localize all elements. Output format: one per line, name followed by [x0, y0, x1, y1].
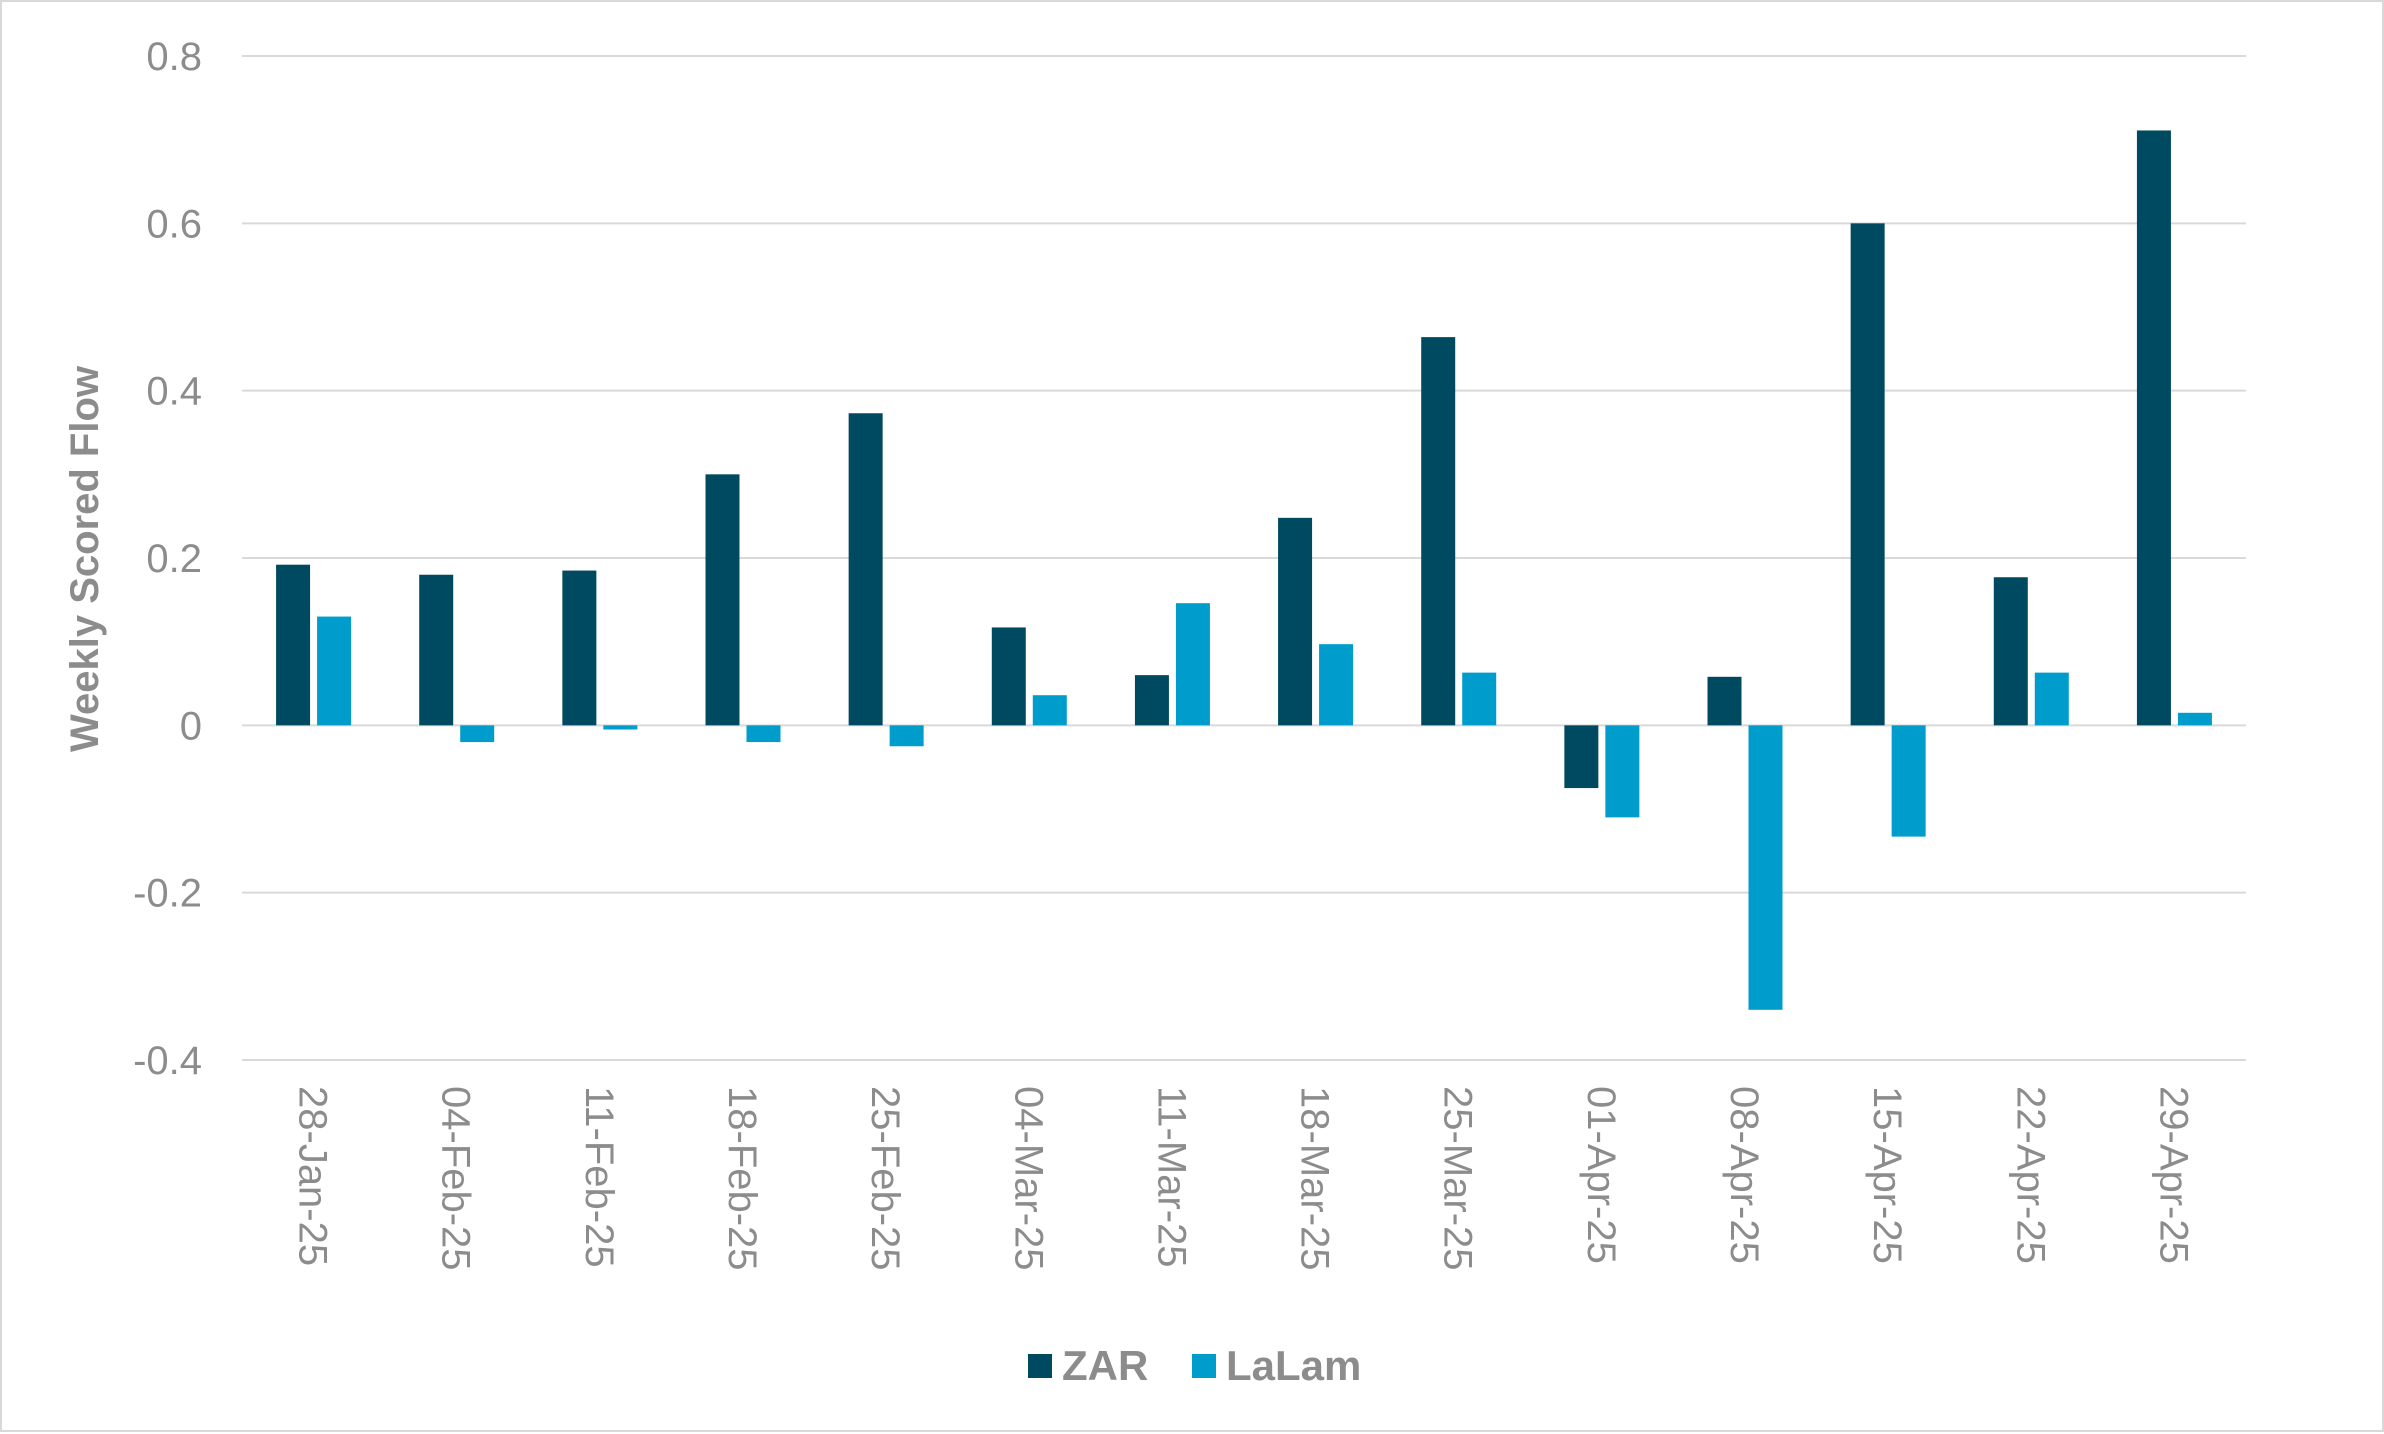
- bar-zar-15-apr-25: [1850, 223, 1885, 726]
- x-tick-label: 15-Apr-25: [1865, 1086, 1909, 1264]
- x-tick-label: 18-Mar-25: [1293, 1086, 1337, 1271]
- x-tick-label: 25-Mar-25: [1436, 1086, 1480, 1271]
- bar-zar-25-feb-25: [848, 413, 883, 726]
- x-tick-label: 01-Apr-25: [1579, 1086, 1623, 1264]
- x-tick-label: 18-Feb-25: [720, 1086, 764, 1271]
- gridlines: [242, 55, 2246, 1061]
- x-tick-label: 11-Feb-25: [577, 1086, 621, 1268]
- y-axis-title: Weekly Scored Flow: [63, 365, 107, 752]
- bar-lalam-15-apr-25: [1891, 725, 1926, 837]
- y-tick-label: 0.4: [146, 370, 202, 414]
- y-tick-label: 0.2: [146, 537, 202, 581]
- bar-zar-29-apr-25: [2136, 130, 2171, 726]
- bar-zar-18-feb-25: [705, 474, 740, 726]
- bar-zar-25-mar-25: [1421, 337, 1456, 726]
- legend-swatch-zar: [1028, 1354, 1052, 1378]
- bar-lalam-11-feb-25: [603, 725, 638, 730]
- bar-lalam-11-mar-25: [1175, 603, 1210, 726]
- bar-zar-22-apr-25: [1993, 577, 2028, 726]
- x-tick-label: 04-Mar-25: [1006, 1086, 1050, 1271]
- bar-lalam-25-mar-25: [1462, 672, 1497, 726]
- legend-label-lalam: LaLam: [1226, 1342, 1361, 1389]
- bar-zar-01-apr-25: [1564, 725, 1599, 789]
- bar-lalam-28-jan-25: [317, 616, 352, 726]
- bar-zar-18-mar-25: [1278, 517, 1313, 726]
- x-tick-label: 04-Feb-25: [434, 1086, 478, 1271]
- x-tick-labels: 28-Jan-25 04-Feb-25 11-Feb-25 18-Feb-25 25-F…: [291, 1086, 2196, 1271]
- x-tick-label: 11-Mar-25: [1149, 1086, 1193, 1268]
- bar-lalam-08-apr-25: [1748, 725, 1783, 1010]
- bar-zar-04-feb-25: [419, 574, 454, 726]
- bar-lalam-22-apr-25: [2034, 672, 2069, 726]
- x-tick-label: 28-Jan-25: [291, 1086, 335, 1266]
- y-tick-label: 0.8: [146, 35, 202, 79]
- bar-lalam-04-feb-25: [460, 725, 495, 743]
- bars: [276, 130, 2212, 1010]
- legend-label-zar: ZAR: [1062, 1342, 1148, 1389]
- bar-lalam-29-apr-25: [2177, 712, 2212, 726]
- x-tick-label: 22-Apr-25: [2008, 1086, 2052, 1264]
- bar-zar-28-jan-25: [276, 564, 311, 726]
- bar-lalam-18-feb-25: [746, 725, 781, 743]
- y-tick-label: -0.2: [133, 872, 202, 916]
- legend-swatch-lalam: [1192, 1354, 1216, 1378]
- bar-lalam-04-mar-25: [1032, 695, 1067, 726]
- y-tick-label: -0.4: [133, 1039, 202, 1083]
- x-tick-label: 29-Apr-25: [2151, 1086, 2195, 1264]
- bar-lalam-01-apr-25: [1605, 725, 1640, 818]
- bar-zar-11-mar-25: [1134, 675, 1169, 726]
- y-tick-label: 0.6: [146, 202, 202, 246]
- y-tick-label: 0: [180, 704, 202, 748]
- x-tick-label: 25-Feb-25: [863, 1086, 907, 1271]
- x-tick-label: 08-Apr-25: [1722, 1086, 1766, 1264]
- bar-zar-04-mar-25: [991, 627, 1026, 726]
- y-tick-labels: 0.8 0.6 0.4 0.2 0 -0.2 -0.4: [133, 35, 202, 1083]
- bar-lalam-18-mar-25: [1319, 644, 1354, 726]
- bar-zar-08-apr-25: [1707, 676, 1742, 726]
- bar-zar-11-feb-25: [562, 570, 597, 726]
- bar-lalam-25-feb-25: [889, 725, 924, 747]
- legend: ZAR LaLam: [1028, 1342, 1361, 1389]
